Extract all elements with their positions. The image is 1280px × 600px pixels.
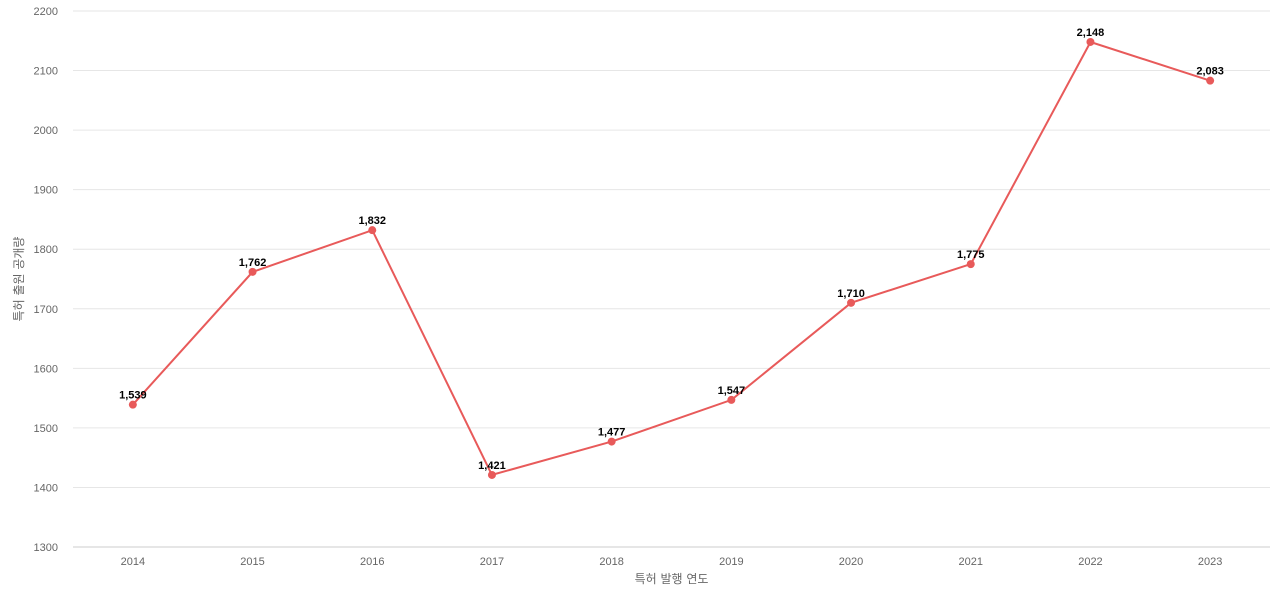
- y-tick-label: 2000: [34, 125, 58, 137]
- y-tick-label: 1300: [34, 542, 58, 554]
- data-label: 1,762: [239, 257, 267, 269]
- data-label: 1,775: [957, 249, 985, 261]
- data-point: [368, 226, 377, 235]
- series-line: [132, 40, 1211, 477]
- y-tick-label: 1600: [34, 363, 58, 375]
- x-tick-label: 2020: [839, 556, 863, 568]
- x-tick-label: 2017: [480, 556, 504, 568]
- data-label: 1,710: [837, 288, 865, 300]
- x-tick-label: 2016: [360, 556, 384, 568]
- data-point: [1206, 76, 1215, 85]
- y-tick-label: 1900: [34, 185, 58, 197]
- data-point: [248, 267, 257, 276]
- data-points: [128, 37, 1215, 479]
- x-tick-label: 2014: [121, 556, 145, 568]
- y-tick-label: 1500: [34, 423, 58, 435]
- x-axis-title: 특허 발행 연도: [635, 571, 709, 586]
- data-point: [847, 298, 856, 307]
- y-tick-label: 2100: [34, 66, 58, 78]
- x-tick-label: 2019: [719, 556, 743, 568]
- x-tick-label: 2022: [1078, 556, 1102, 568]
- data-point: [607, 437, 616, 446]
- x-tick-label: 2018: [599, 556, 623, 568]
- data-label: 1,539: [119, 390, 147, 402]
- data-point: [727, 395, 736, 404]
- data-point: [1086, 37, 1095, 46]
- data-label: 2,148: [1077, 27, 1105, 39]
- data-labels: 1,539 1,762 1,832 1,421 1,477 1,547 1,710 1,775…: [119, 27, 1224, 472]
- y-tick-label: 2200: [34, 6, 58, 18]
- data-point: [966, 260, 975, 269]
- y-tick-label: 1700: [34, 304, 58, 316]
- x-tick-label: 2021: [959, 556, 983, 568]
- x-axis-tick-labels: 2014 2015 2016 2017 2018 2019 2020 2021 2022 2023: [121, 556, 1223, 568]
- grid-lines: [73, 10, 1270, 488]
- y-axis-title: 특허 출원 공개량: [12, 237, 26, 322]
- data-label: 1,547: [718, 385, 746, 397]
- y-axis-tick-labels: 1300 1400 1500 1600 1700 1800 1900 2000 2100 2200: [34, 6, 58, 554]
- y-tick-label: 1800: [34, 244, 58, 256]
- data-point: [128, 400, 137, 409]
- x-tick-label: 2023: [1198, 556, 1222, 568]
- data-label: 2,083: [1196, 66, 1224, 78]
- y-tick-label: 1400: [34, 482, 58, 494]
- data-label: 1,477: [598, 427, 626, 439]
- x-tick-label: 2015: [240, 556, 264, 568]
- data-point: [487, 470, 496, 479]
- data-label: 1,832: [358, 215, 386, 227]
- data-label: 1,421: [478, 460, 506, 472]
